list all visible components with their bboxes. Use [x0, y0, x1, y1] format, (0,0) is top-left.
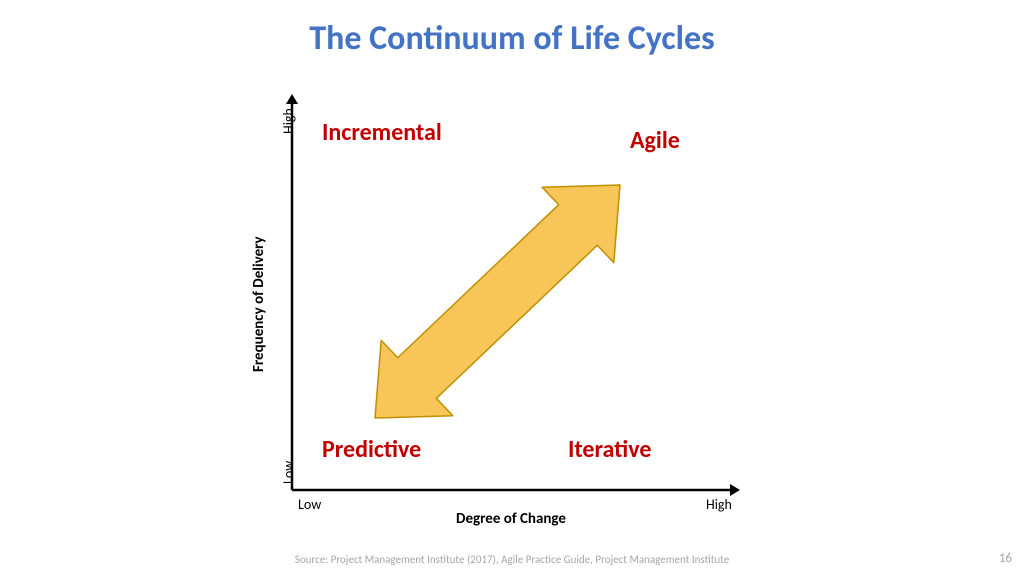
x-axis-label: Degree of Change [456, 510, 566, 528]
y-tick-high: High [280, 108, 297, 134]
y-tick-low: Low [280, 461, 297, 484]
diagram-svg [0, 0, 1024, 576]
page-number: 16 [999, 551, 1012, 566]
x-tick-low: Low [298, 496, 321, 513]
quadrant-incremental: Incremental [322, 118, 442, 147]
y-axis-label: Frequency of Delivery [250, 236, 268, 372]
quadrant-predictive: Predictive [322, 435, 421, 464]
x-tick-high: High [706, 496, 732, 513]
quadrant-agile: Agile [630, 126, 680, 155]
source-citation: Source: Project Management Institute (20… [0, 553, 1024, 566]
quadrant-iterative: Iterative [568, 435, 651, 464]
